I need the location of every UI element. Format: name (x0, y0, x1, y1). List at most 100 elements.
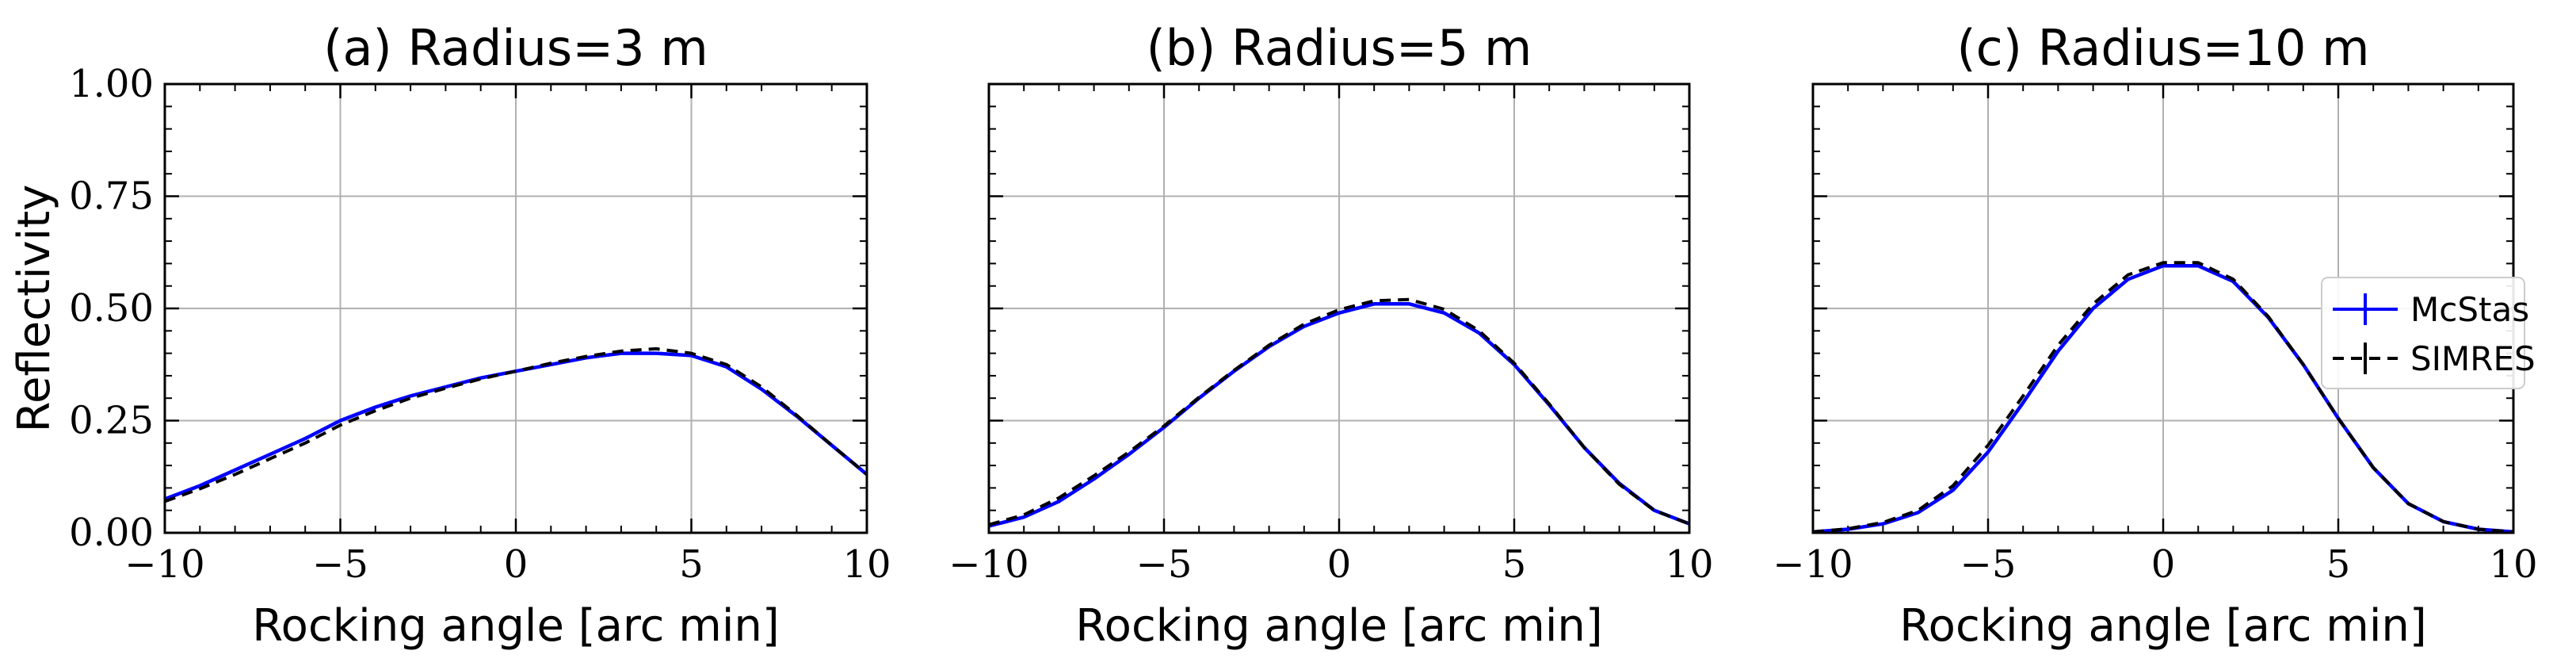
y-tick-label: 0.50 (69, 286, 154, 331)
data-point-simres (2231, 278, 2234, 281)
y-tick-label: 0.00 (69, 511, 154, 555)
series-line-simres (164, 346, 868, 503)
data-point-simres (1443, 308, 1446, 311)
data-point-mcstas (269, 453, 272, 456)
data-point-simres (1197, 396, 1200, 399)
data-point-simres (198, 488, 201, 491)
data-point-simres (1372, 299, 1376, 302)
data-point-mcstas (2056, 350, 2059, 353)
data-point-simres (2406, 502, 2410, 505)
data-point-simres (1407, 298, 1410, 301)
chart-panel-2: −10 −5 0 5 10 (b) Radius=5 m Rocking angle [ar… (948, 19, 1713, 652)
data-point-simres (1162, 424, 1166, 427)
data-point-simres (514, 369, 517, 373)
data-point-simres (2021, 394, 2025, 397)
data-point-simres (2337, 417, 2340, 420)
data-point-simres (444, 387, 447, 390)
data-point-mcstas (1952, 488, 1955, 492)
data-point-simres (2477, 527, 2480, 530)
data-point-mcstas (339, 419, 342, 423)
series-line-simres (988, 297, 1690, 526)
x-tick-label: −5 (1136, 542, 1193, 587)
data-point-simres (2302, 363, 2305, 366)
data-point-simres (1093, 474, 1096, 477)
data-point-simres (1881, 521, 1884, 524)
data-point-simres (1952, 484, 1955, 488)
data-point-simres (409, 396, 412, 400)
data-point-simres (374, 409, 377, 412)
data-point-simres (1478, 329, 1481, 332)
data-point-simres (1618, 483, 1621, 486)
data-point-simres (1128, 450, 1131, 454)
data-point-simres (1303, 323, 1306, 326)
x-tick-label: 10 (1665, 542, 1713, 587)
data-point-simres (1232, 369, 1235, 372)
chart-title: (a) Radius=3 m (323, 19, 708, 77)
x-tick-label: −10 (948, 542, 1028, 587)
x-tick-label: 0 (1327, 542, 1352, 587)
data-point-simres (1268, 343, 1271, 346)
y-tick-label: 0.75 (69, 174, 154, 219)
x-tick-label: 5 (679, 542, 704, 587)
x-tick-label: 5 (2326, 542, 2351, 587)
data-point-simres (1653, 509, 1656, 512)
data-point-mcstas (1338, 312, 1341, 315)
data-point-simres (1986, 444, 1990, 447)
data-point-simres (2442, 520, 2445, 523)
chart-title: (b) Radius=5 m (1147, 19, 1532, 77)
data-point-mcstas (1443, 312, 1446, 315)
data-point-simres (1582, 446, 1586, 449)
data-point-simres (1917, 509, 1920, 512)
data-point-simres (1846, 527, 1849, 530)
chart-panel-3: −10 −5 0 5 10 (c) Radius=10 m Rocking angle [a… (1773, 19, 2537, 652)
legend-box (2321, 277, 2525, 389)
legend-label-mcstas: McStas (2410, 290, 2529, 329)
legend-label-simres: SIMRES (2410, 339, 2536, 378)
data-point-simres (303, 442, 307, 445)
data-point-simres (479, 377, 483, 381)
x-tick-label: 5 (1502, 542, 1527, 587)
x-tick-label: −5 (312, 542, 368, 587)
data-point-mcstas (2092, 307, 2095, 310)
x-tick-label: −10 (124, 542, 204, 587)
data-point-simres (2056, 343, 2059, 346)
data-point-simres (2372, 466, 2375, 469)
plot-frame (163, 82, 868, 534)
data-point-mcstas (1057, 500, 1060, 503)
data-point-mcstas (1372, 302, 1376, 305)
legend: McStas SIMRES (2321, 277, 2536, 389)
x-axis-label: Rocking angle [arc min] (1075, 600, 1602, 652)
data-point-mcstas (2127, 278, 2130, 281)
data-point-simres (234, 473, 237, 476)
data-point-simres (339, 423, 342, 427)
data-point-simres (795, 414, 798, 417)
data-point-simres (654, 347, 658, 350)
data-point-mcstas (234, 469, 237, 472)
x-tick-label: 10 (842, 542, 891, 587)
x-tick-label: 0 (2151, 542, 2176, 587)
data-point-simres (2196, 261, 2200, 264)
chart-panel-1: −10 −5 0 5 10 0.00 0.25 0.50 0.75 1.00 (a) Radius=… (9, 19, 891, 652)
x-tick-label: −5 (1960, 542, 2017, 587)
data-point-simres (585, 355, 588, 358)
data-point-simres (549, 362, 552, 365)
data-point-simres (2127, 274, 2130, 277)
data-point-simres (1548, 403, 1551, 406)
data-point-mcstas (654, 352, 658, 355)
x-tick-label: −10 (1773, 542, 1853, 587)
data-point-simres (620, 350, 623, 353)
plot-frame (987, 82, 1691, 534)
data-point-simres (725, 363, 728, 366)
y-tick-label: 1.00 (69, 62, 154, 106)
data-point-simres (830, 444, 834, 447)
data-point-simres (2267, 315, 2270, 318)
data-point-simres (760, 385, 763, 388)
x-axis-label: Rocking angle [arc min] (1899, 600, 2426, 652)
data-point-mcstas (303, 437, 307, 440)
data-point-mcstas (1986, 450, 1990, 454)
y-axis-label: Reflectivity (9, 185, 60, 433)
x-axis-label: Rocking angle [arc min] (252, 600, 779, 652)
y-tick-label: 0.25 (69, 399, 154, 443)
series-line-simres (1812, 261, 2514, 534)
